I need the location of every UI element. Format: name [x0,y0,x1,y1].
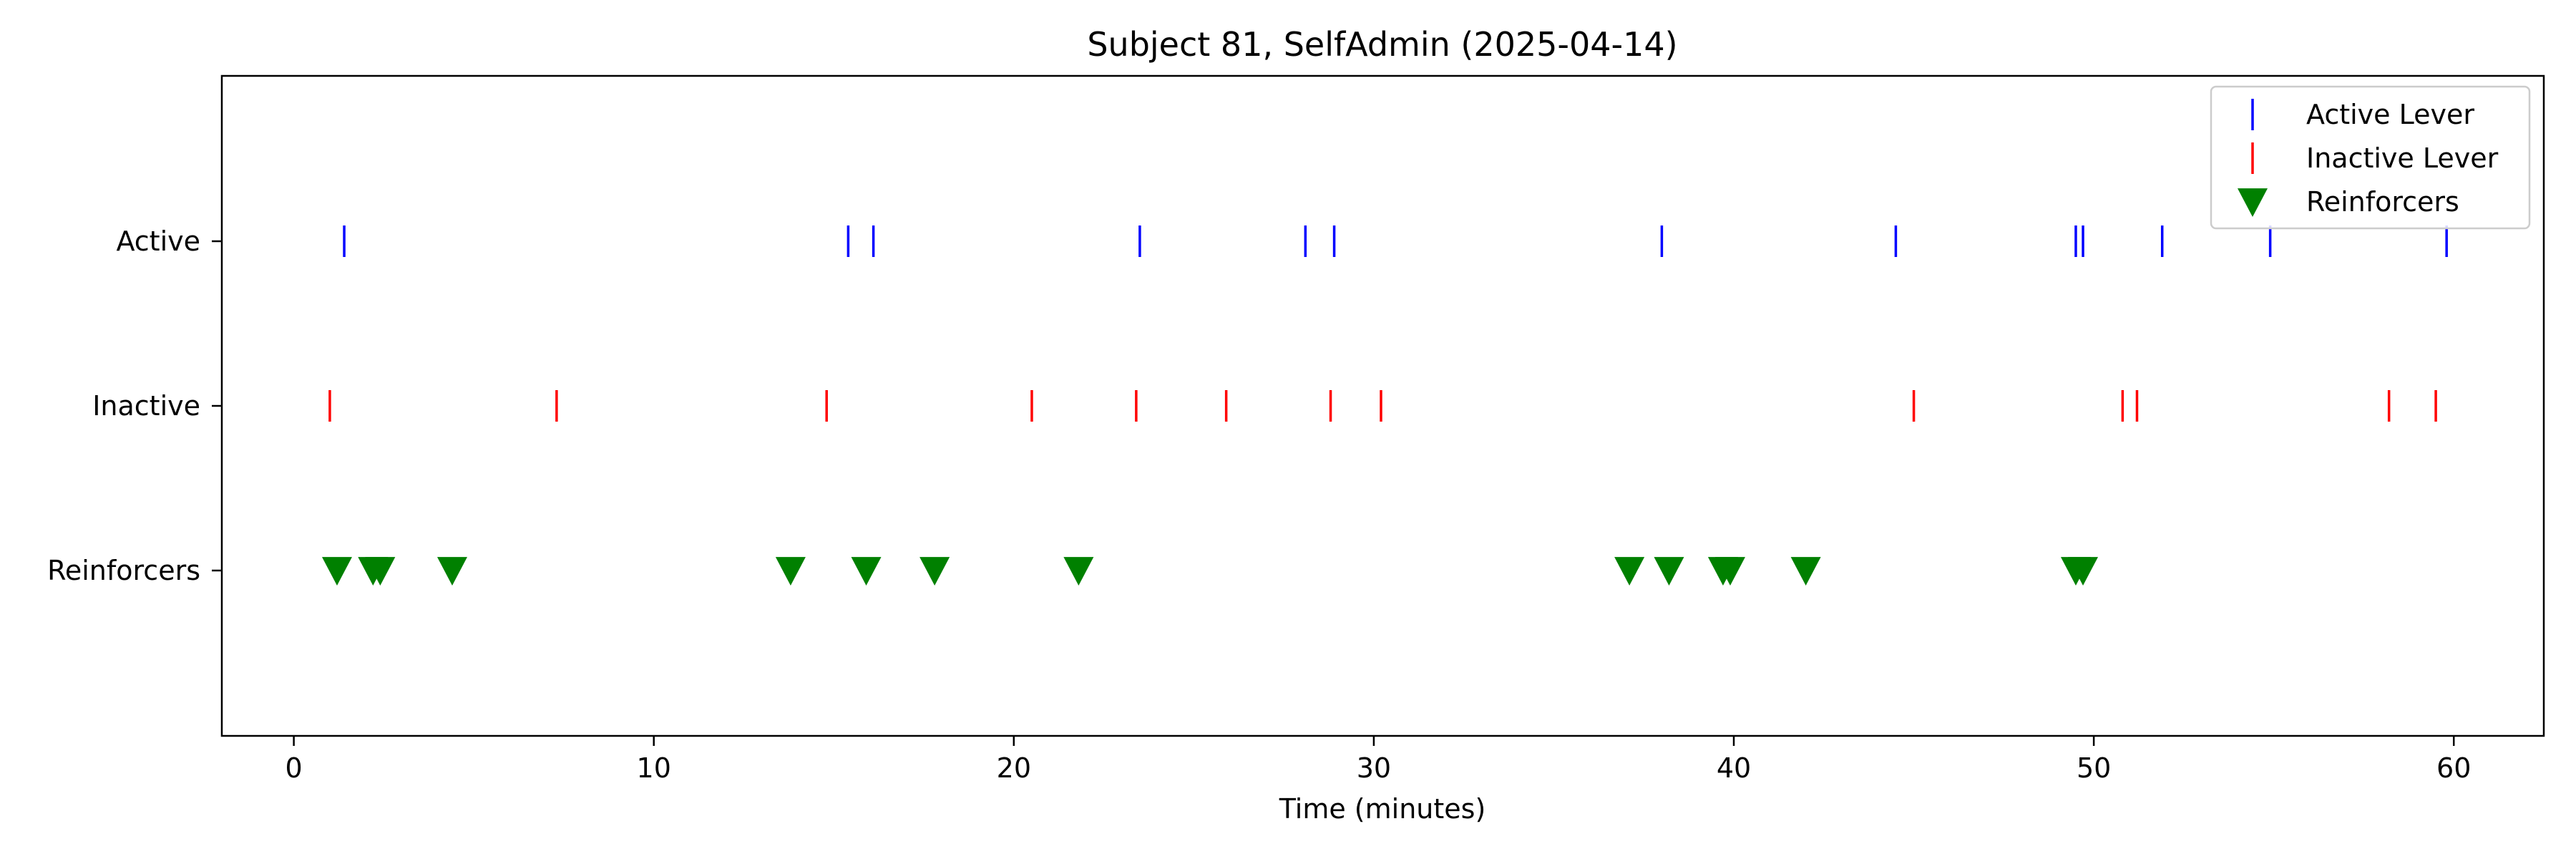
reinforcer-marker [1714,557,1745,586]
reinforcer-marker [436,557,467,586]
x-tick-label: 0 [286,752,303,784]
reinforcer-marker [321,557,352,586]
y-tick-label: Reinforcers [47,555,200,586]
y-axis: Active Inactive Reinforcers [47,225,222,586]
x-tick-label: 50 [2077,752,2111,784]
reinforcer-marker [1654,557,1684,586]
x-tick-label: 10 [637,752,671,784]
legend-label: Active Lever [2306,99,2474,130]
x-axis: 0 10 20 30 40 50 60 [286,736,2471,784]
series-reinforcers [321,557,2099,586]
series-active [343,225,2448,257]
x-tick-label: 30 [1357,752,1391,784]
x-tick-label: 40 [1717,752,1751,784]
legend: Active Lever Inactive Lever Reinforcers [2210,85,2531,230]
y-tick-label: Active [116,225,200,257]
y-tick-label: Inactive [92,390,200,422]
chart-marks [321,225,2448,586]
reinforcer-marker [1614,557,1645,586]
legend-label: Reinforcers [2306,186,2459,218]
reinforcer-marker [919,557,950,586]
reinforcer-marker [851,557,882,586]
x-tick-label: 20 [997,752,1031,784]
x-axis-label: Time (minutes) [1279,793,1486,825]
series-inactive [328,390,2437,422]
reinforcer-marker [1790,557,1821,586]
legend-label: Inactive Lever [2306,142,2499,174]
reinforcer-marker [775,557,806,586]
reinforcer-marker [2068,557,2099,586]
reinforcer-marker [365,557,396,586]
legend-marker [2238,188,2268,217]
reinforcer-marker [1063,557,1094,586]
chart-title: Subject 81, SelfAdmin (2025-04-14) [1087,25,1677,64]
x-tick-label: 60 [2436,752,2471,784]
legend-frame [2210,85,2531,230]
